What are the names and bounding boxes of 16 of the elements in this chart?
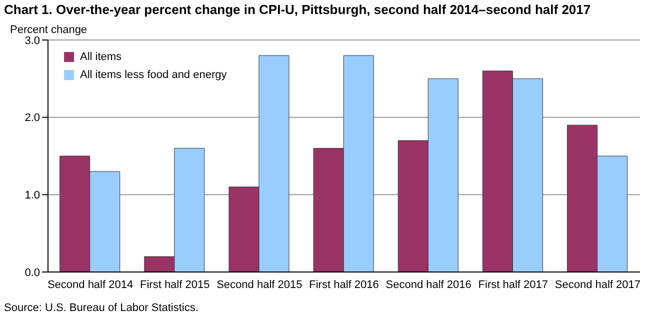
x-tick-label: First half 2017 <box>478 278 548 291</box>
legend-label: All items less food and energy <box>80 68 227 83</box>
x-tick-label: Second half 2016 <box>386 278 472 291</box>
y-tick-label: 3.0 <box>24 34 40 47</box>
y-axis-title: Percent change <box>10 24 88 36</box>
source-note: Source: U.S. Bureau of Labor Statistics. <box>4 302 198 314</box>
y-tick-label: 0.0 <box>24 266 40 279</box>
x-tick-label: Second half 2014 <box>47 278 134 291</box>
y-tick-label: 1.0 <box>24 190 40 202</box>
chart-title: Chart 1. Over-the-year percent change in CPI-U, Pittsburgh, second half 2014–second half 2017 <box>4 2 591 17</box>
y-tick-label: 2.0 <box>24 112 40 124</box>
x-tick-label: Second half 2017 <box>554 278 641 291</box>
x-tick-label: First half 2016 <box>309 278 379 291</box>
legend-label: All items <box>80 50 122 65</box>
x-tick-label: Second half 2015 <box>216 278 302 291</box>
x-tick-label: First half 2015 <box>140 278 210 291</box>
